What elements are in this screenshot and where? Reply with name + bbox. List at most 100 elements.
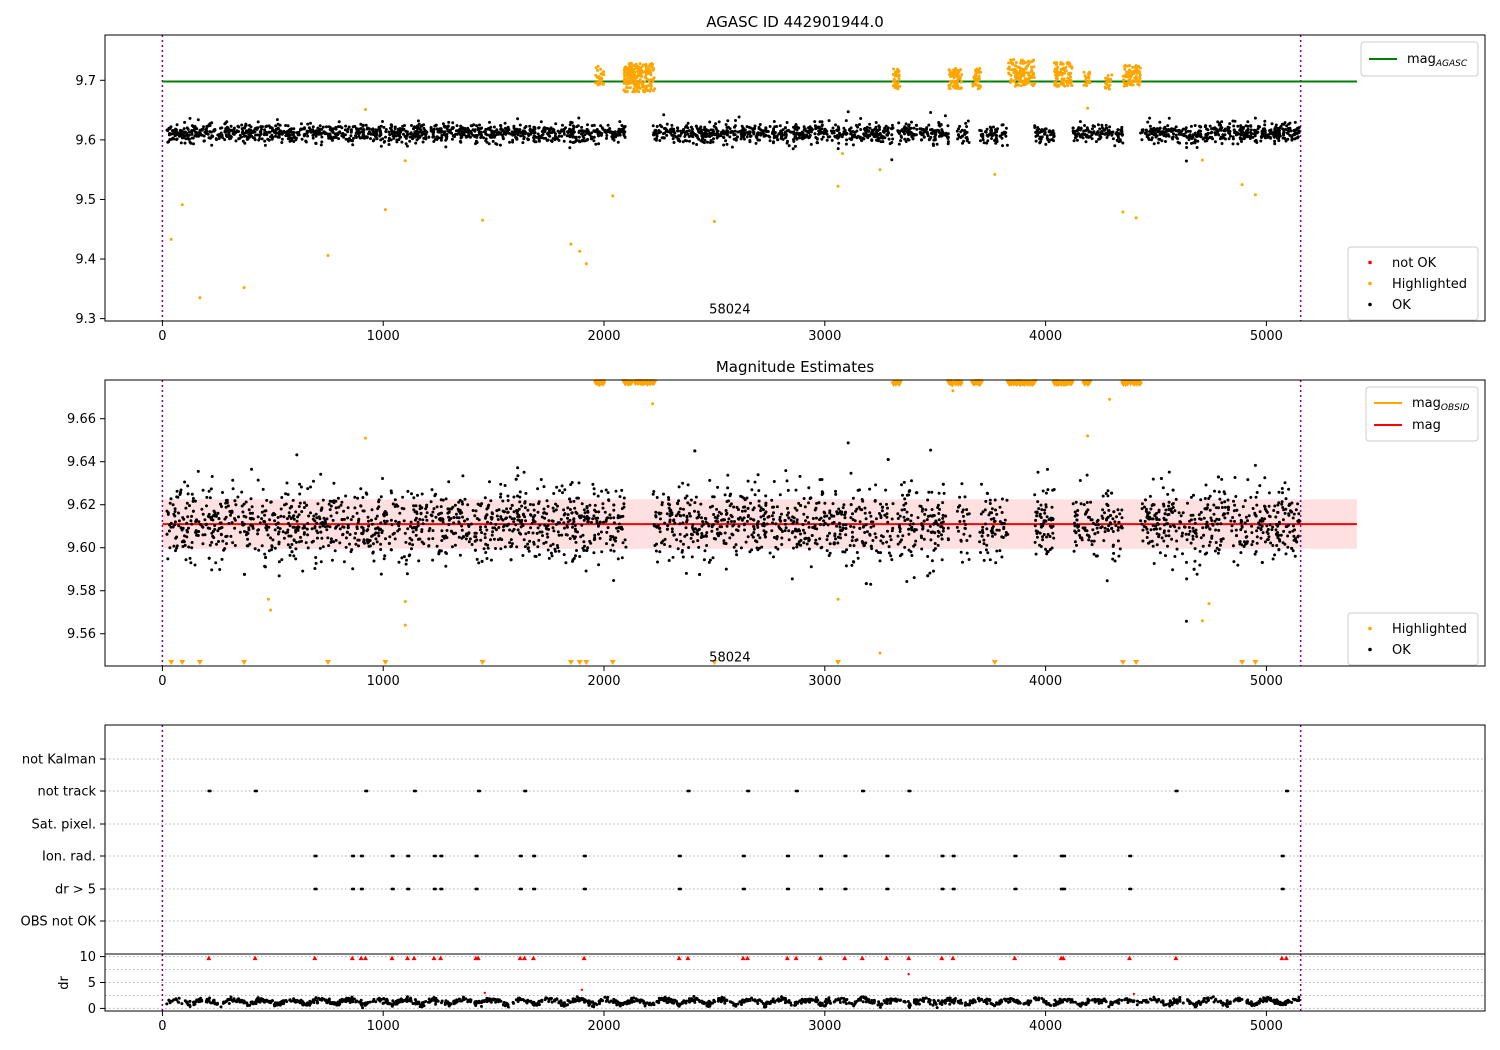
p1-highlighted-point (1021, 60, 1025, 64)
p1-ok-point (1246, 128, 1250, 132)
p1-highlighted-point (1012, 71, 1016, 74)
p1-ok-point (1281, 127, 1285, 131)
p2-ok-point (1177, 526, 1181, 530)
p2-ok-point (276, 516, 280, 519)
p1-ok-point (703, 125, 707, 129)
p1-ok-point (902, 130, 906, 133)
p2-ok-point (863, 531, 867, 534)
p2-ok-point (574, 510, 578, 514)
p1-ok-point (343, 128, 347, 132)
p1-ok-point (654, 138, 658, 142)
p1-ok-point (797, 126, 801, 130)
p2-ok-point (1174, 529, 1178, 533)
p2-ok-point (1280, 502, 1284, 506)
p1-ok-point (726, 119, 730, 123)
p1-ok-point (1083, 129, 1087, 133)
p2-ok-point (543, 523, 547, 527)
p1-ok-point (299, 127, 303, 131)
p1-ytick-label-4: 9.7 (75, 74, 96, 89)
p2-ok-point (346, 516, 350, 520)
p1-ok-point (622, 132, 626, 136)
p1-ok-point (820, 120, 824, 124)
p1-highlighted-point (1135, 71, 1138, 75)
p2-ok-point (216, 511, 220, 515)
p1-ok-point (296, 132, 300, 136)
p2-ok-point (1198, 549, 1202, 553)
p1-ok-point (793, 144, 797, 148)
p2-ok-point (208, 543, 212, 547)
p1-ok-point (412, 127, 416, 130)
p1-ok-point (334, 136, 338, 139)
p1-ok-point (773, 131, 777, 134)
p1-ok-point (430, 129, 434, 133)
p2-ok-point (965, 508, 969, 512)
p1-ok-point (958, 135, 961, 139)
p1-highlighted-point (1056, 73, 1060, 77)
p1-ok-point (533, 131, 537, 135)
p1-ok-point (233, 130, 237, 134)
p1-ok-point (1050, 138, 1054, 141)
p1-highlighted-point (1025, 64, 1029, 68)
p2-ok-point (887, 545, 891, 549)
p1-ok-point (306, 134, 310, 138)
p2-ok-point (1181, 511, 1185, 515)
p1-ok-point (1263, 127, 1266, 131)
p2-ok-point (667, 559, 671, 562)
p1-highlighted-point (1088, 70, 1091, 74)
p2-ok-point (563, 512, 567, 516)
p1-ok-point (572, 125, 576, 129)
p2-ok-point (1292, 524, 1295, 528)
p1-ok-point (489, 135, 492, 139)
p1-ok-point (223, 130, 227, 134)
p1-highlighted-point (623, 77, 627, 81)
p1-highlighted-point (892, 77, 896, 81)
p2-ok-point (681, 481, 685, 485)
p2-ok-point (612, 549, 616, 553)
p1-ok-point (182, 127, 186, 131)
p1-highlighted-point (958, 87, 961, 91)
p1-ok-point (681, 140, 685, 144)
p1-ok-point (1197, 129, 1201, 133)
p1-highlighted-point (892, 67, 895, 71)
p2-ok-point (1214, 506, 1218, 510)
p2-ok-point (294, 557, 298, 561)
p1-ok-point (850, 136, 854, 140)
p1-ok-point (404, 134, 408, 138)
p2-ok-point (979, 512, 983, 516)
p1-highlighted-point (1200, 158, 1204, 162)
p2-ok-point (778, 515, 782, 519)
p1-ok-point (678, 134, 682, 138)
p2-ok-point (1198, 517, 1202, 521)
p1-ok-point (369, 137, 372, 141)
p1-highlighted-point (977, 74, 981, 78)
p2-ok-point (850, 539, 854, 543)
p2-ok-point (329, 514, 333, 518)
p2-ok-point (617, 522, 621, 526)
p1-ok-point (820, 137, 824, 141)
p2-ok-point (732, 505, 736, 509)
p1-highlighted-point (1023, 77, 1027, 81)
p2-ok-point (1154, 524, 1158, 528)
p2-ok-point (540, 515, 544, 519)
panel-agasc-title: AGASC ID 442901944.0 (706, 13, 884, 31)
p2-ok-point (911, 522, 915, 526)
p1-ok-point (1085, 133, 1089, 137)
p1-ok-point (937, 123, 941, 127)
p1-ok-point (458, 129, 462, 133)
p1-ok-point (1227, 137, 1231, 141)
p2-ok-point (418, 517, 422, 521)
p2-ok-point (851, 518, 855, 522)
p1-ok-point (877, 124, 881, 128)
p1-ok-point (937, 121, 941, 125)
p1-ok-point (1036, 126, 1040, 129)
p1-ok-point (228, 137, 231, 141)
p1-ok-point (1156, 141, 1160, 145)
p1-ok-point (374, 135, 378, 139)
p2-ok-point (550, 554, 554, 558)
p1-ok-point (1166, 129, 1170, 133)
p1-ok-point (915, 127, 919, 131)
p1-ok-point (1233, 119, 1237, 123)
p2-ok-point (483, 532, 487, 536)
p1-ok-point (722, 143, 726, 147)
p2-ok-point (692, 530, 696, 534)
